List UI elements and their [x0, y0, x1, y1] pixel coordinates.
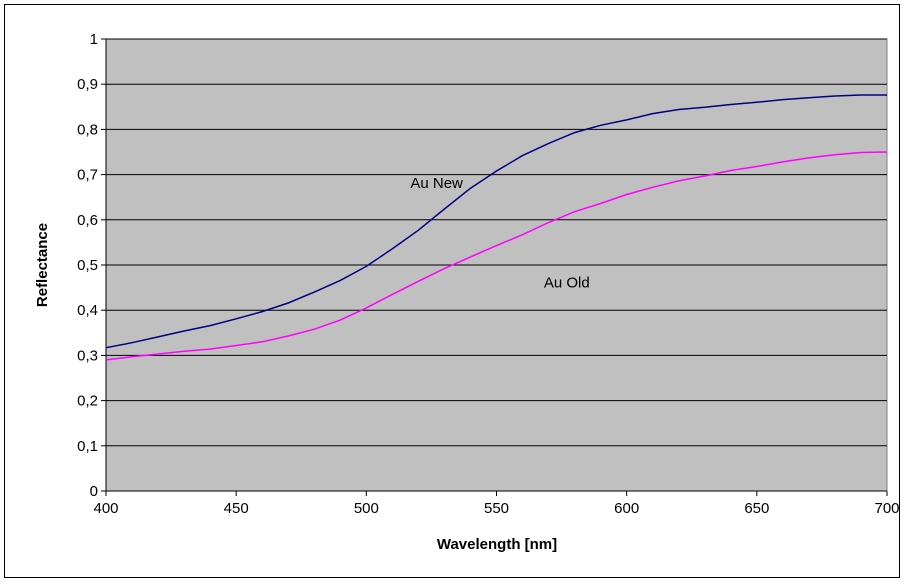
y-tick-label: 0,6	[77, 212, 98, 229]
series-line-1	[105, 151, 888, 361]
series-annotation-0: Au New	[410, 175, 463, 192]
y-tick-label: 0,9	[77, 76, 98, 93]
x-tick-label: 550	[484, 500, 509, 517]
x-tick-label: 600	[614, 500, 639, 517]
y-tick-label: 0,2	[77, 393, 98, 410]
y-tick-label: 0	[90, 483, 98, 500]
y-axis-title: Reflectance	[34, 223, 51, 307]
y-tick-label: 0,4	[77, 302, 98, 319]
x-tick-label: 450	[224, 500, 249, 517]
plot-layer: 0 0,1 0,2 0,3 0,4 0,5 0,6 0,7 0,8 0,9 1 400 450 500 55…	[77, 31, 899, 517]
y-tick-label: 0,1	[77, 438, 98, 455]
x-tick-label: 700	[874, 500, 899, 517]
x-axis-title: Wavelength [nm]	[437, 536, 557, 553]
y-tick-label: 0,8	[77, 121, 98, 138]
series-line-0	[105, 94, 887, 349]
series-annotation-1: Au Old	[544, 275, 590, 292]
y-tick-label: 0,3	[77, 347, 98, 364]
x-tick-label: 500	[354, 500, 379, 517]
y-tick-label: 0,5	[77, 257, 98, 274]
y-tick-label: 0,7	[77, 167, 98, 184]
x-tick-label: 400	[93, 500, 118, 517]
x-tick-label: 650	[744, 500, 769, 517]
y-tick-label: 1	[90, 31, 98, 48]
